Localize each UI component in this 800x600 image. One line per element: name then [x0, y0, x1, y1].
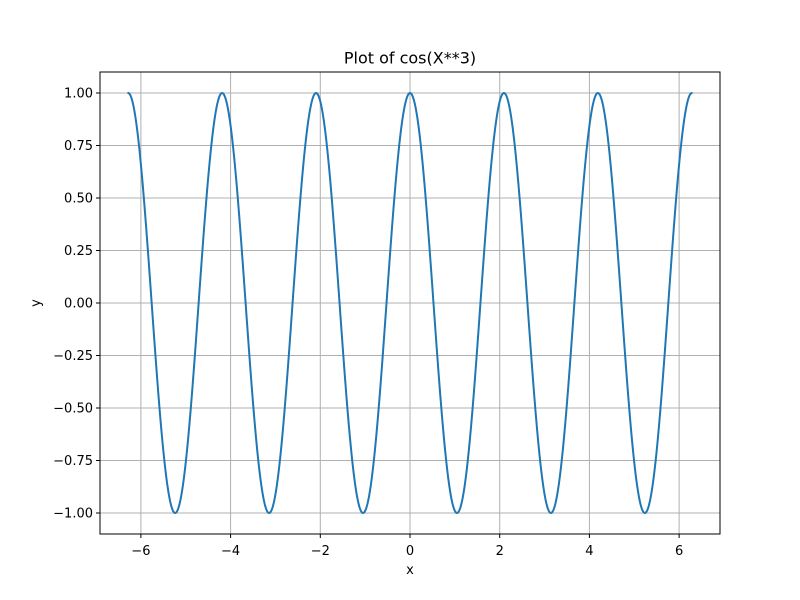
- x-tick-label: −6: [131, 544, 150, 559]
- chart-title: Plot of cos(X**3): [344, 49, 476, 68]
- x-tick-label: 6: [675, 544, 683, 559]
- ticks: −6 −4 −2 0 2 4 6 1.00 0.75 0.50 0.25 0.00 −0.25 −0.50…: [53, 87, 683, 560]
- y-tick-label: −0.50: [53, 402, 93, 417]
- y-tick-label: 0.25: [64, 244, 93, 259]
- x-axis-label: x: [406, 563, 414, 578]
- x-tick-label: 4: [585, 544, 593, 559]
- y-axis-label: y: [29, 299, 44, 307]
- y-tick-label: −0.25: [53, 349, 93, 364]
- y-tick-label: −1.00: [53, 507, 93, 522]
- x-tick-label: 0: [406, 544, 414, 559]
- y-tick-label: 0.50: [64, 192, 93, 207]
- y-tick-label: 0.75: [64, 139, 93, 154]
- series-layer: [127, 92, 693, 514]
- y-tick-label: −0.75: [53, 454, 93, 469]
- x-tick-label: −4: [221, 544, 240, 559]
- x-tick-label: −2: [311, 544, 330, 559]
- x-tick-label: 2: [496, 544, 504, 559]
- series-line: [127, 92, 693, 514]
- y-tick-label: 0.00: [64, 297, 93, 312]
- y-tick-label: 1.00: [64, 87, 93, 102]
